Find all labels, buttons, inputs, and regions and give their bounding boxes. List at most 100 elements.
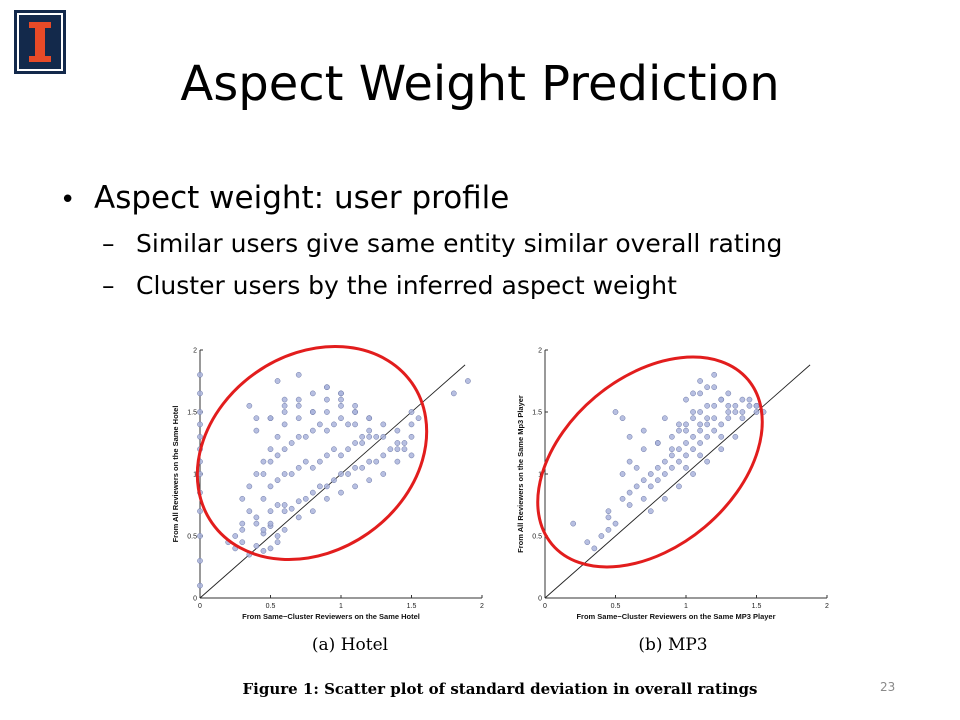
data-point [274,533,281,539]
data-point [197,508,203,515]
data-point [619,495,626,502]
data-point [394,440,401,446]
data-point [253,543,260,549]
data-point [697,452,703,459]
data-point [662,415,668,422]
data-point [704,402,711,409]
data-point [654,464,661,471]
data-point [704,415,711,422]
data-point [324,409,330,415]
subbullet-text: Similar users give same entity similar o… [136,229,783,259]
data-point [331,421,337,428]
data-point [274,502,281,508]
data-point [725,402,732,409]
data-point [697,421,703,428]
data-point [274,378,281,384]
data-point [352,409,358,415]
data-point [295,433,302,440]
data-point [683,440,689,446]
x-tick-label: 0 [198,603,202,610]
data-point [725,415,732,422]
data-point [253,415,260,422]
data-point [295,402,302,409]
data-point [366,427,373,434]
scatter-plot-hotel: 0 0.5 1 1.5 2 0 0.5 1 1.5 2 From Same−Cluster Revi… [171,345,484,621]
data-point [394,446,401,453]
data-point [626,489,633,496]
data-point [690,415,696,422]
data-point [352,402,358,409]
data-point [654,477,661,484]
data-point [662,495,668,502]
data-point [288,505,295,512]
data-point [718,433,725,440]
data-point [683,452,689,459]
y-tick-label: 0.5 [532,534,542,541]
data-point [697,440,703,446]
data-point [197,533,203,539]
data-point [324,396,330,403]
data-point [640,495,647,502]
data-point [260,458,267,465]
data-point [380,471,387,477]
data-point [647,483,654,490]
data-point [676,446,682,453]
data-point [267,446,274,453]
data-point [647,471,654,477]
bullet-item: • Aspect weight: user profile [60,180,940,217]
data-point [338,489,344,496]
data-point [324,384,330,391]
data-point [753,409,760,415]
data-point [373,458,380,465]
data-point [295,464,302,471]
data-point [690,433,696,440]
data-point [669,464,675,471]
data-point [690,409,696,415]
data-point [739,396,746,403]
data-point [725,409,732,415]
data-point [338,390,344,397]
data-point [197,409,203,415]
data-point [281,508,288,515]
data-point [605,514,612,521]
data-point [197,582,203,589]
data-point [274,477,281,484]
data-point [690,446,696,453]
subbullet-item: – Cluster users by the inferred aspect w… [102,271,940,301]
y-tick-label: 1 [193,472,197,479]
data-point [246,483,253,490]
data-point [302,433,309,440]
data-point [288,471,295,477]
data-point [683,427,689,434]
data-point [704,421,711,428]
data-point [683,396,689,403]
data-point [570,520,577,527]
data-point [711,371,718,378]
data-point [605,508,612,515]
data-point [366,458,373,465]
data-point [697,378,703,384]
data-point [359,440,365,446]
data-point [697,427,703,434]
data-point [253,514,260,521]
data-point [415,415,422,422]
subcaption-hotel: (a) Hotel [312,635,388,655]
data-point [324,452,330,459]
data-point [718,446,725,453]
data-point [612,409,619,415]
x-tick-label: 0.5 [611,603,621,610]
data-point [317,421,323,428]
data-point [647,508,654,515]
subcaption-mp3: (b) MP3 [638,635,707,655]
data-point [408,409,415,415]
bullet-text: Aspect weight: user profile [94,180,510,216]
dash-icon: – [102,271,115,301]
data-point [197,433,203,440]
scatter-plot-mp3: 0 0.5 1 1.5 2 0 0.5 1 1.5 2 From Same−Cluster Revi… [516,348,829,622]
data-point [704,458,711,465]
data-point [697,409,703,415]
data-point [408,421,415,428]
data-point [260,495,267,502]
data-point [232,533,239,539]
data-point [718,421,725,428]
